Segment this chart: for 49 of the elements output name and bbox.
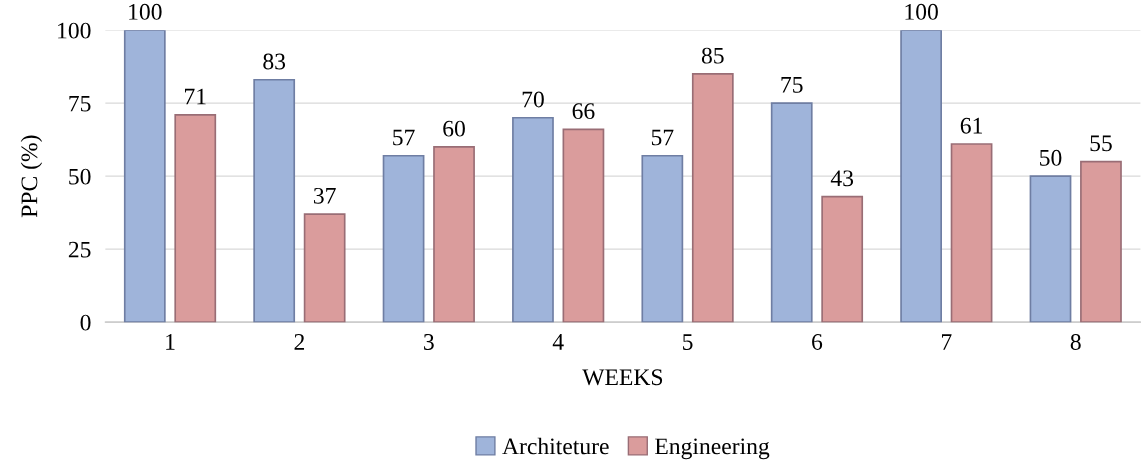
data-label: 50	[1040, 149, 1062, 166]
bar	[691, 73, 734, 323]
data-label: 83	[263, 53, 286, 70]
x-tick-label: 4	[552, 334, 564, 350]
data-label: 61	[960, 117, 982, 134]
y-tick-label: 50	[69, 168, 91, 185]
data-label: 100	[905, 3, 938, 20]
bar	[433, 146, 475, 323]
x-tick-label: 2	[294, 334, 305, 350]
bar	[174, 113, 217, 323]
bar	[512, 116, 554, 323]
y-axis-title: PPC (%)	[20, 135, 43, 218]
legend-label: Architeture	[502, 437, 609, 455]
legend-label: Engineering	[655, 438, 770, 460]
data-label: 57	[651, 129, 674, 146]
data-label: 85	[701, 47, 724, 64]
x-axis-title: WEEKS	[582, 369, 663, 386]
y-tick-label: 25	[68, 241, 91, 258]
data-label: 75	[781, 77, 803, 93]
x-tick-label: 6	[812, 334, 823, 350]
x-tick-label: 5	[683, 334, 693, 350]
data-label: 71	[185, 88, 206, 105]
bar	[821, 195, 864, 323]
bar	[770, 102, 813, 323]
data-label: 43	[830, 170, 854, 187]
bar	[950, 143, 993, 323]
x-tick-label: 3	[424, 334, 434, 350]
bar	[641, 154, 684, 323]
bar	[562, 128, 605, 323]
y-tick-label: 75	[69, 95, 91, 112]
bar	[1080, 160, 1122, 323]
bar	[303, 213, 346, 323]
data-label: 66	[572, 103, 595, 120]
bar	[382, 154, 425, 323]
bar	[123, 30, 166, 323]
data-label: 55	[1090, 135, 1112, 152]
x-tick-label: 1	[166, 334, 175, 350]
data-label: 60	[443, 120, 465, 137]
bar	[900, 30, 943, 323]
x-tick-label: 7	[942, 334, 952, 350]
y-tick-label: 0	[80, 314, 91, 331]
bar	[1029, 175, 1072, 323]
data-label: 37	[313, 187, 336, 204]
data-label: 70	[522, 91, 544, 108]
y-tick-label: 100	[58, 22, 91, 39]
bar	[253, 78, 296, 323]
data-label: 100	[129, 3, 162, 20]
data-label: 57	[393, 129, 415, 146]
x-tick-label: 8	[1070, 333, 1081, 350]
